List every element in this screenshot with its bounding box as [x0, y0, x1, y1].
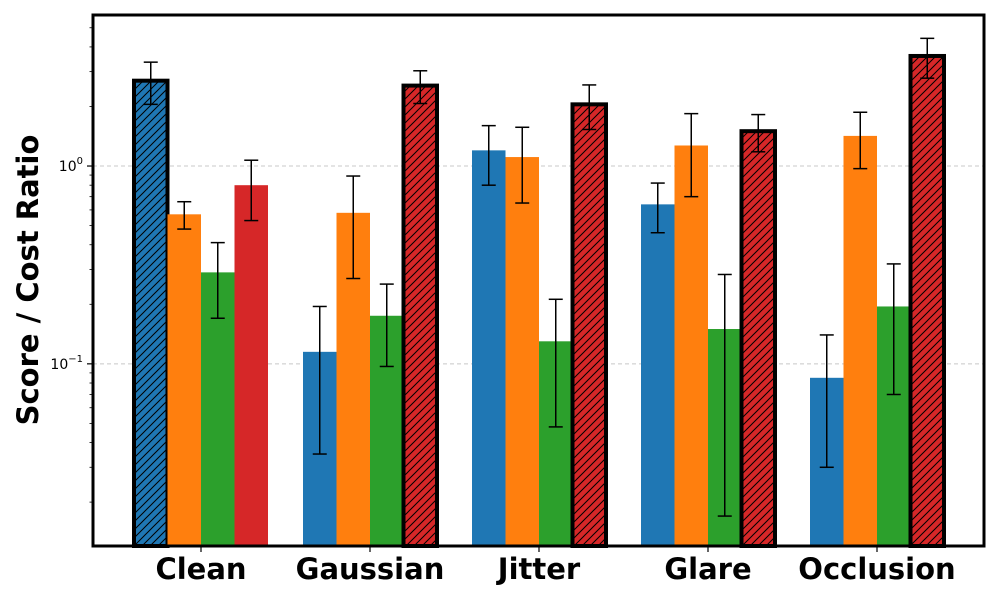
- bar-s0-jitter: [472, 150, 506, 546]
- bar-s1-glare: [674, 145, 708, 547]
- bar-hatch-s3-gaussian: [403, 85, 437, 546]
- x-tick-label-clean: Clean: [155, 552, 246, 586]
- x-tick-label-glare: Glare: [664, 552, 751, 586]
- x-axis-ticks: Clean Gaussian Jitter Glare Occlusion: [155, 546, 956, 586]
- y-tick-label-0: 10−1: [50, 354, 83, 373]
- y-axis-label: Score / Cost Ratio: [11, 135, 45, 426]
- error-bars: [143, 37, 935, 517]
- bar-hatch-s3-occlusion: [910, 55, 944, 546]
- x-tick-label-jitter: Jitter: [496, 552, 581, 586]
- bar-s0-glare: [641, 204, 675, 546]
- bar-hatch-s3-glare: [741, 131, 775, 547]
- bar-s1-occlusion: [843, 135, 877, 546]
- x-tick-label-gaussian: Gaussian: [296, 552, 445, 586]
- x-tick-label-occlusion: Occlusion: [798, 552, 955, 586]
- bar-hatch-s3-jitter: [572, 104, 606, 547]
- bar-s1-clean: [167, 214, 201, 546]
- bar-s3-clean: [234, 185, 268, 546]
- y-axis-ticks: 10−1 100: [50, 27, 93, 503]
- bars: [132, 53, 946, 549]
- y-tick-label-1: 100: [59, 156, 83, 175]
- bar-s1-jitter: [505, 157, 539, 546]
- bar-hatch-s0-clean: [134, 80, 168, 546]
